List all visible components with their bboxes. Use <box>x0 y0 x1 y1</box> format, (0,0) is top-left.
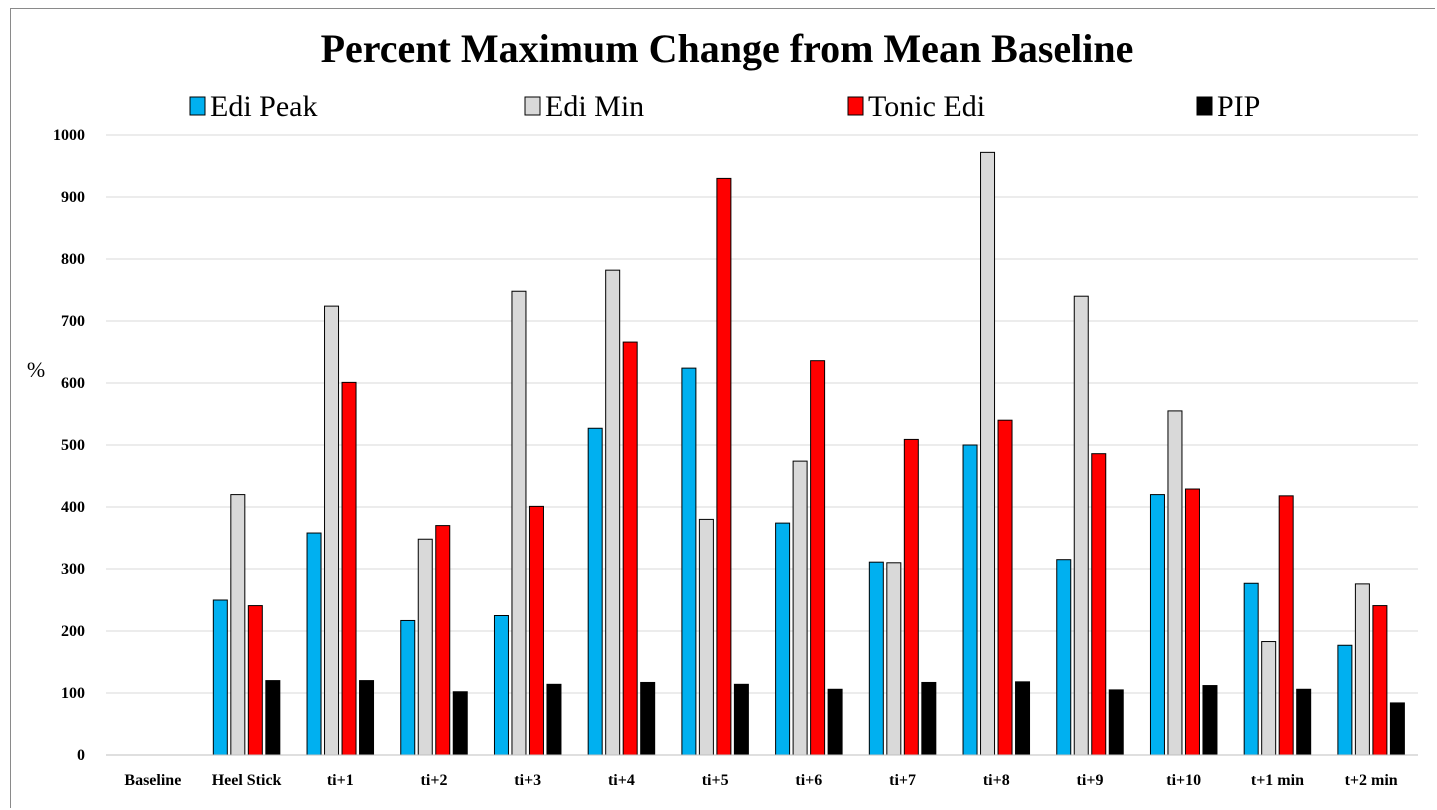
x-tick-label: ti+6 <box>795 772 822 789</box>
bar-edi-peak <box>681 367 697 756</box>
bar-pip <box>827 688 843 756</box>
bar-edi-min <box>886 562 902 756</box>
legend-swatch <box>189 96 206 116</box>
bar-edi-min <box>417 538 433 756</box>
x-tick-label: t+2 min <box>1345 772 1398 789</box>
bars <box>212 151 1405 756</box>
x-axis-ticks: Baseline Heel Stick ti+1 ti+2 ti+3 ti+4 ti+5 ti… <box>124 772 1397 789</box>
bar-edi-peak <box>868 561 884 756</box>
bar-edi-peak <box>962 444 978 756</box>
bar-pip <box>921 681 937 756</box>
bar-pip <box>1015 681 1031 756</box>
bar-edi-min <box>324 305 340 756</box>
bar-tonic-edi <box>435 525 451 756</box>
x-tick-label: ti+5 <box>702 772 729 789</box>
bar-pip <box>359 680 375 756</box>
y-tick-label: 200 <box>61 623 85 640</box>
bar-tonic-edi <box>1184 488 1200 756</box>
bar-tonic-edi <box>1372 605 1388 756</box>
legend-label: Edi Min <box>545 90 644 123</box>
legend-label: Edi Peak <box>210 90 317 123</box>
y-tick-label: 400 <box>61 499 85 516</box>
gridlines <box>106 134 1418 694</box>
bar-tonic-edi <box>903 438 919 756</box>
x-tick-label: Baseline <box>124 772 181 789</box>
bar-tonic-edi <box>622 341 638 756</box>
y-axis-ticks: 0 100 200 300 400 500 600 700 800 900 1000 <box>53 127 85 764</box>
y-axis-label: % <box>27 357 45 382</box>
bar-edi-min <box>980 151 996 756</box>
x-tick-label: t+1 min <box>1251 772 1304 789</box>
bar-edi-peak <box>400 619 416 756</box>
chart-title: Percent Maximum Change from Mean Baselin… <box>321 26 1134 71</box>
y-tick-label: 700 <box>61 313 85 330</box>
bar-pip <box>1389 702 1405 756</box>
bar-edi-peak <box>493 615 509 756</box>
legend-swatch <box>524 96 541 116</box>
bar-edi-peak <box>1149 494 1165 756</box>
bar-edi-peak <box>587 427 603 756</box>
bar-tonic-edi <box>1091 453 1107 756</box>
bar-tonic-edi <box>1278 495 1294 756</box>
bar-tonic-edi <box>247 605 263 756</box>
bar-tonic-edi <box>997 419 1013 756</box>
y-tick-label: 900 <box>61 189 85 206</box>
x-tick-label: ti+1 <box>327 772 354 789</box>
legend-label: PIP <box>1217 90 1260 123</box>
bar-pip <box>452 691 468 756</box>
x-tick-label: ti+7 <box>889 772 916 789</box>
bar-edi-peak <box>1337 644 1353 756</box>
x-tick-label: ti+8 <box>983 772 1010 789</box>
y-tick-label: 800 <box>61 251 85 268</box>
y-tick-label: 1000 <box>53 127 85 144</box>
legend: Edi Peak Edi Min Tonic Edi PIP <box>189 90 1260 123</box>
bar-edi-peak <box>775 522 791 756</box>
y-tick-label: 300 <box>61 561 85 578</box>
bar-edi-min <box>792 460 808 756</box>
y-tick-label: 100 <box>61 685 85 702</box>
y-tick-label: 600 <box>61 375 85 392</box>
bar-edi-peak <box>1243 582 1259 756</box>
x-tick-label: ti+10 <box>1166 772 1201 789</box>
bar-pip <box>733 683 749 756</box>
x-tick-label: ti+9 <box>1077 772 1104 789</box>
bar-edi-peak <box>1056 559 1072 756</box>
bar-pip <box>1202 685 1218 756</box>
bar-pip <box>1296 688 1312 756</box>
bar-edi-min <box>1073 295 1089 756</box>
legend-swatch <box>847 96 864 116</box>
x-tick-label: Heel Stick <box>212 772 282 789</box>
bar-edi-min <box>511 290 527 756</box>
y-tick-label: 500 <box>61 437 85 454</box>
bar-edi-peak <box>212 599 228 756</box>
bar-edi-min <box>1167 410 1183 756</box>
bar-edi-min <box>1261 641 1277 756</box>
bar-tonic-edi <box>810 360 826 756</box>
bar-edi-peak <box>306 532 322 756</box>
bar-edi-min <box>230 494 246 756</box>
bar-tonic-edi <box>528 505 544 756</box>
x-tick-label: ti+4 <box>608 772 635 789</box>
legend-swatch <box>1196 96 1213 116</box>
bar-edi-min <box>605 269 621 756</box>
bar-edi-min <box>1354 583 1370 756</box>
chart-frame <box>10 8 1435 808</box>
bar-tonic-edi <box>716 177 732 756</box>
legend-label: Tonic Edi <box>868 90 985 123</box>
x-tick-label: ti+2 <box>421 772 448 789</box>
x-tick-label: ti+3 <box>514 772 541 789</box>
bar-pip <box>1108 689 1124 756</box>
bar-tonic-edi <box>341 381 357 756</box>
bar-pip <box>546 683 562 756</box>
bar-edi-min <box>698 518 714 756</box>
bar-pip <box>640 681 656 756</box>
y-tick-label: 0 <box>77 747 85 764</box>
bar-pip <box>265 680 281 756</box>
